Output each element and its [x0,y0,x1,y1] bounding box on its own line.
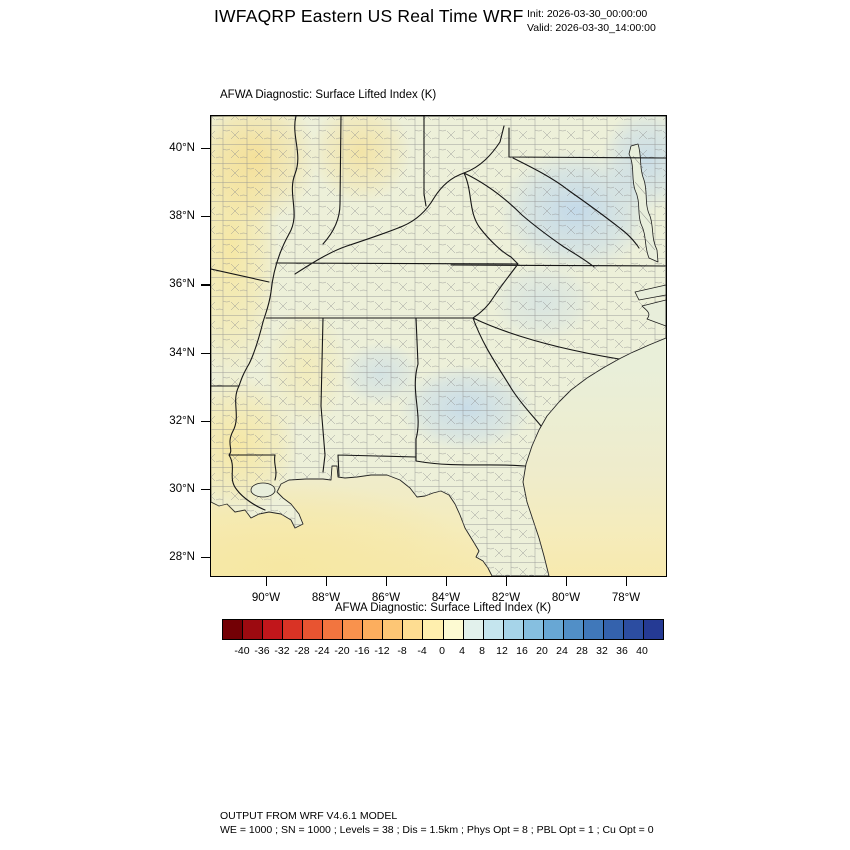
footer-model-line: OUTPUT FROM WRF V4.6.1 MODEL [220,810,398,822]
chesapeake-bay [628,143,659,263]
colorbar-swatch [462,619,484,640]
colorbar-swatch [502,619,524,640]
colorbar-swatch [282,619,304,640]
colorbar-tick-label: -12 [374,645,390,657]
albemarle-sound [634,284,666,301]
lat-tick-label: 36°N [169,278,195,291]
footer-config-line: WE = 1000 ; SN = 1000 ; Levels = 38 ; Di… [220,823,654,836]
lon-tick-mark [386,577,388,586]
lon-tick-mark [566,577,568,586]
colorbar-swatch [242,619,264,640]
footer: OUTPUT FROM WRF V4.6.1 MODEL WE = 1000 ;… [220,810,654,837]
colorbar-swatch [262,619,284,640]
colorbar-tick-label: 0 [439,645,445,657]
pamlico-sound [641,299,666,327]
colorbar-swatch [442,619,464,640]
colorbar-tick-label: -8 [397,645,407,657]
colorbar-tick-labels: -40 -36 -32 -28 -24 -20 -16 -12 -8 -4 0 4 8 12 16 20 24 2… [222,645,664,659]
colorbar-swatch [602,619,624,640]
colorbar-tick-label: 28 [576,645,588,657]
colorbar-swatch [622,619,644,640]
colorbar-title: AFWA Diagnostic: Surface Lifted Index (K… [334,602,552,614]
colorbar-tick-label: 12 [496,645,508,657]
colorbar-swatch [562,619,584,640]
map-plot: 40°N 38°N 36°N 34°N 32°N 30°N 28°N 90°W 88°W 86°… [169,115,667,604]
lat-tick-label: 32°N [169,414,195,427]
colorbar-tick-label: -16 [354,645,370,657]
lon-tick-mark [326,577,328,586]
colorbar-tick-label: -40 [234,645,250,657]
lat-tick-label: 38°N [169,209,195,222]
lon-tick-mark [446,577,448,586]
colorbar-tick-label: -4 [417,645,427,657]
lat-tick-mark [201,284,210,286]
lat-tick-mark [201,489,210,491]
lat-tick-mark [201,420,210,423]
colorbar-swatch [582,619,604,640]
init-time: Init: 2026-03-30_00:00:00 [527,8,648,20]
colorbar-swatch [382,619,404,640]
colorbar-tick-label: -20 [334,645,350,657]
lat-tick-mark [201,352,210,354]
field-title: AFWA Diagnostic: Surface Lifted Index (K… [220,89,437,101]
lat-tick-mark [201,148,210,150]
colorbar-swatch [302,619,324,640]
lake-pontchartrain [250,482,276,498]
lat-tick-mark [201,557,210,559]
lon-tick-mark [626,577,628,586]
colorbar-tick-label: 4 [459,645,465,657]
state-borders [211,116,666,511]
colorbar-tick-label: -32 [274,645,290,657]
colorbar-tick-label: -24 [314,645,330,657]
lat-tick-label: 34°N [169,346,195,359]
lat-tick-label: 40°N [169,141,195,154]
colorbar-tick-label: 24 [556,645,568,657]
colorbar-swatches [222,619,665,640]
lat-tick-mark [201,216,210,218]
colorbar-swatch [322,619,344,640]
page-title: IWFAQRP Eastern US Real Time WRF [214,6,524,26]
valid-time: Valid: 2026-03-30_14:00:00 [527,21,656,34]
lat-tick-label: 28°N [169,550,195,563]
colorbar-tick-label: 32 [596,645,608,657]
bay-hatch [632,155,656,251]
colorbar-swatch [482,619,504,640]
colorbar-tick-label: 20 [536,645,548,657]
lon-tick-mark [506,577,508,586]
map-canvas [211,116,666,576]
colorbar-swatch [342,619,364,640]
colorbar-swatch [522,619,544,640]
colorbar-tick-label: -28 [294,645,310,657]
lon-tick-mark [266,577,268,586]
colorbar-tick-label: 40 [636,645,648,657]
colorbar-swatch [362,619,384,640]
colorbar-tick-label: -36 [254,645,270,657]
run-times: Init: 2026-03-30_00:00:00 Valid: 2026-03… [527,8,656,35]
colorbar-swatch [542,619,564,640]
colorbar-tick-label: 8 [479,645,485,657]
colorbar-tick-label: 16 [516,645,528,657]
colorbar-swatch [422,619,444,640]
colorbar-swatch [642,619,665,640]
water-bodies [250,143,666,498]
colorbar-swatch [402,619,424,640]
colorbar-tick-label: 36 [616,645,628,657]
lat-tick-label: 30°N [169,482,195,495]
colorbar-swatch [222,619,244,640]
